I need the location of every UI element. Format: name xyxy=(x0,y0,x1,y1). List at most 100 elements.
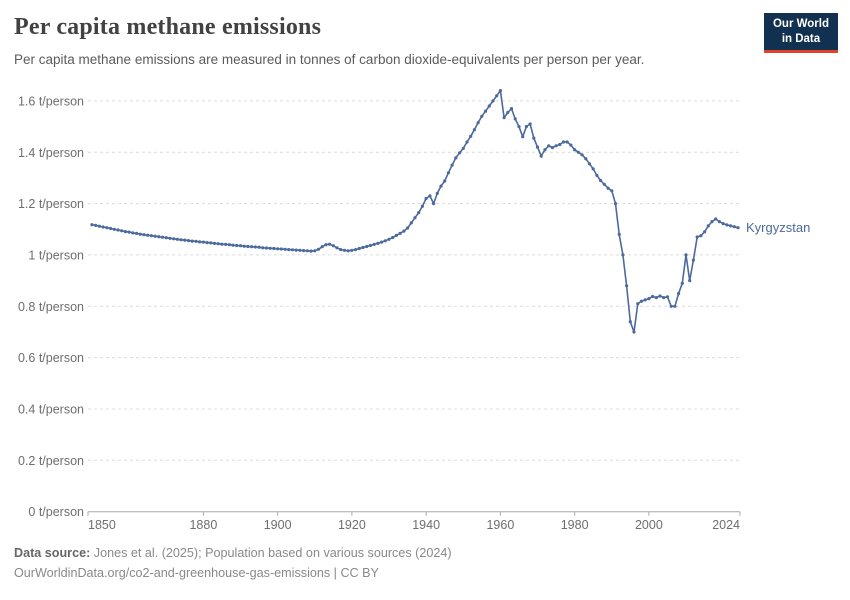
data-point xyxy=(591,167,595,171)
data-point xyxy=(554,144,558,148)
data-point xyxy=(461,146,465,150)
data-point xyxy=(472,128,476,132)
data-point xyxy=(205,241,209,245)
data-point xyxy=(242,244,246,248)
data-point xyxy=(476,121,480,125)
x-tick-label: 1880 xyxy=(189,518,217,532)
owid-logo-line2: in Data xyxy=(781,32,821,45)
data-point xyxy=(417,211,421,215)
data-point xyxy=(346,249,350,253)
data-point xyxy=(587,162,592,166)
x-tick-label: 1940 xyxy=(412,518,440,532)
data-point xyxy=(454,156,458,160)
data-point xyxy=(435,191,439,195)
data-point xyxy=(695,235,699,239)
data-point xyxy=(446,171,450,175)
data-point xyxy=(194,239,198,243)
data-point xyxy=(186,239,191,243)
data-point xyxy=(528,122,532,126)
data-point xyxy=(595,173,599,177)
data-point xyxy=(328,242,332,246)
y-tick-label: 0 t/person xyxy=(28,505,84,519)
page-title: Per capita methane emissions xyxy=(14,14,322,40)
data-point xyxy=(331,244,335,248)
data-point xyxy=(491,99,495,103)
data-point xyxy=(691,258,696,262)
data-point xyxy=(606,186,610,190)
x-tick-label: 1850 xyxy=(88,518,116,532)
data-point xyxy=(142,233,146,237)
data-point xyxy=(498,89,502,93)
data-point xyxy=(313,249,317,253)
x-tick-label: 1920 xyxy=(338,518,366,532)
data-point xyxy=(677,291,681,296)
data-point xyxy=(231,243,235,247)
data-point xyxy=(561,140,566,144)
data-point xyxy=(387,237,391,241)
x-tick-label: 1960 xyxy=(486,518,514,532)
y-tick-label: 1.4 t/person xyxy=(18,146,84,160)
data-point xyxy=(131,231,135,235)
data-point xyxy=(673,304,677,308)
data-point xyxy=(669,304,673,308)
data-point xyxy=(261,246,265,250)
data-point xyxy=(380,240,384,244)
series-label[interactable]: Kyrgyzstan xyxy=(746,220,810,235)
x-tick-label: 2024 xyxy=(712,518,740,532)
owid-url-link[interactable]: OurWorldinData.org/co2-and-greenhouse-ga… xyxy=(14,566,331,580)
data-point xyxy=(710,220,714,224)
data-point xyxy=(153,234,157,238)
data-point xyxy=(569,143,573,147)
data-point xyxy=(264,246,269,250)
data-point xyxy=(513,117,517,121)
data-point xyxy=(539,154,543,158)
y-tick-label: 0.8 t/person xyxy=(18,300,84,314)
data-point xyxy=(420,204,424,208)
data-line[interactable] xyxy=(91,89,739,333)
data-point xyxy=(235,243,239,248)
data-point xyxy=(376,241,380,245)
data-point xyxy=(636,302,640,306)
data-point xyxy=(109,226,113,231)
data-point xyxy=(391,235,395,240)
data-point xyxy=(665,295,670,299)
data-point xyxy=(487,104,491,108)
data-point xyxy=(506,110,510,115)
data-point xyxy=(164,236,168,240)
data-point xyxy=(639,299,644,303)
data-point xyxy=(602,182,606,186)
y-tick-label: 0.4 t/person xyxy=(18,403,84,417)
data-point xyxy=(368,243,372,248)
attribution-line: OurWorldinData.org/co2-and-greenhouse-ga… xyxy=(14,563,452,583)
data-point xyxy=(573,148,577,152)
data-source-label: Data source: xyxy=(14,546,91,560)
data-point xyxy=(409,221,413,225)
data-point xyxy=(116,228,120,232)
data-point xyxy=(224,242,228,246)
data-point xyxy=(372,242,376,246)
data-point xyxy=(287,248,291,252)
data-point xyxy=(706,224,710,228)
data-point xyxy=(729,224,733,228)
data-point xyxy=(302,249,306,253)
y-tick-label: 1.6 t/person xyxy=(18,94,84,108)
data-point xyxy=(290,248,295,252)
data-point xyxy=(97,224,101,228)
data-point xyxy=(632,330,636,334)
data-point xyxy=(198,240,202,244)
chart-footer: Data source: Jones et al. (2025); Popula… xyxy=(14,543,452,583)
data-point xyxy=(320,245,324,249)
data-point xyxy=(599,178,603,183)
data-point xyxy=(610,189,614,193)
data-point xyxy=(383,239,387,243)
data-point xyxy=(135,231,139,235)
data-point xyxy=(647,297,651,301)
data-point xyxy=(428,194,432,198)
data-point xyxy=(458,151,462,155)
data-point xyxy=(565,140,569,144)
data-point xyxy=(535,145,540,149)
data-point xyxy=(168,236,172,240)
data-point xyxy=(699,234,703,238)
owid-logo[interactable]: Our World in Data xyxy=(763,13,838,53)
